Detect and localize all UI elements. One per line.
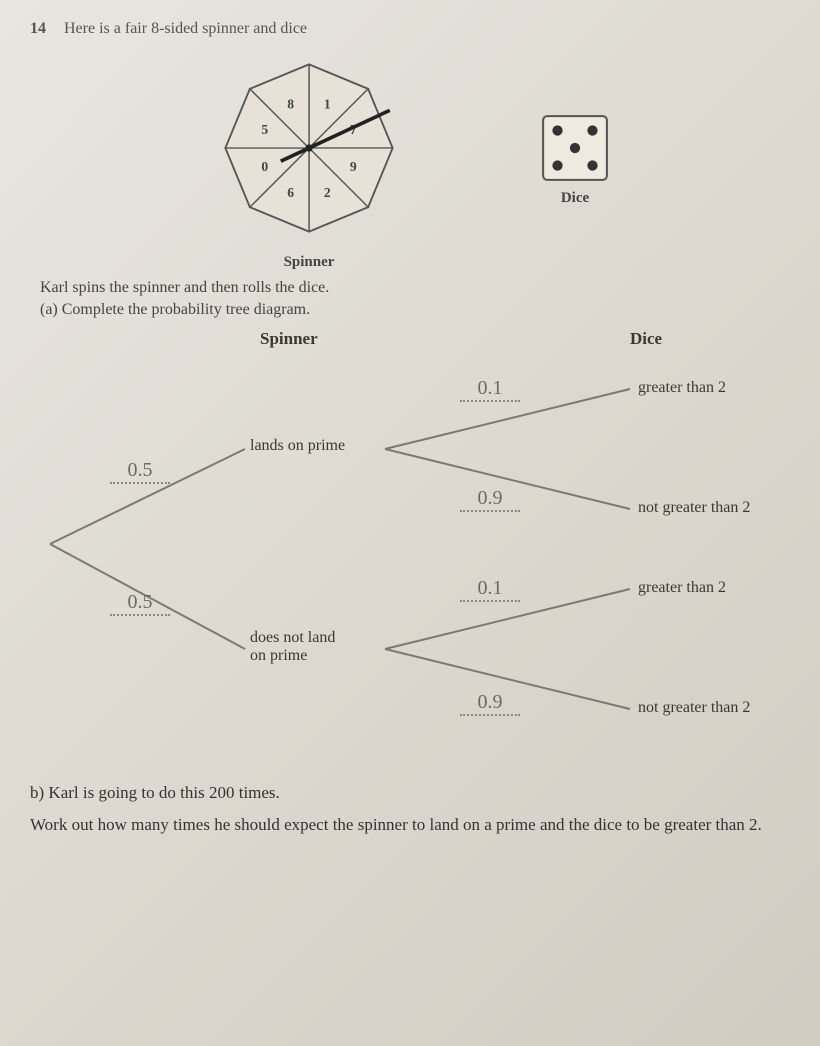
svg-text:6: 6	[287, 185, 294, 200]
spinner-figure: 17926058 Spinner	[209, 48, 409, 271]
prob-du: 0.1	[460, 577, 520, 602]
leaf-label-du: greater than 2	[638, 579, 726, 597]
prob-up: 0.5	[110, 459, 170, 484]
branch-label-prime: lands on prime	[250, 437, 345, 455]
tree-diagram: Spinner Dice lands on prime does not lan…	[30, 329, 790, 759]
question-header: 14 Here is a fair 8-sided spinner and di…	[30, 20, 790, 38]
svg-text:1: 1	[324, 96, 331, 111]
dice-label: Dice	[561, 190, 589, 207]
prob-dd: 0.9	[460, 691, 520, 716]
part-a-text: (a) Complete the probability tree diagra…	[40, 301, 790, 319]
dice-figure: Dice	[539, 112, 611, 207]
svg-text:8: 8	[287, 96, 294, 111]
figures-row: 17926058 Spinner Dice	[30, 48, 790, 271]
dice-svg	[539, 112, 611, 184]
prob-uu: 0.1	[460, 377, 520, 402]
question-intro: Here is a fair 8-sided spinner and dice	[64, 20, 307, 37]
leaf-label-uu: greater than 2	[638, 379, 726, 397]
question-number: 14	[30, 20, 60, 38]
prob-ud: 0.9	[460, 487, 520, 512]
leaf-label-ud: not greater than 2	[638, 499, 750, 517]
spinner-svg: 17926058	[209, 48, 409, 248]
branch-label-not-prime: does not land on prime	[250, 629, 335, 665]
svg-text:0: 0	[261, 159, 268, 174]
part-b-lead: b) Karl is going to do this 200 times.	[30, 783, 790, 803]
tree-header-spinner: Spinner	[260, 329, 318, 349]
spinner-label: Spinner	[284, 254, 335, 271]
svg-text:5: 5	[261, 122, 268, 137]
leaf-label-dd: not greater than 2	[638, 699, 750, 717]
prob-down: 0.5	[110, 591, 170, 616]
narrative-text: Karl spins the spinner and then rolls th…	[40, 279, 790, 297]
svg-text:2: 2	[324, 185, 331, 200]
part-b-body: Work out how many times he should expect…	[30, 813, 790, 838]
tree-header-dice: Dice	[630, 329, 662, 349]
svg-text:9: 9	[350, 159, 357, 174]
